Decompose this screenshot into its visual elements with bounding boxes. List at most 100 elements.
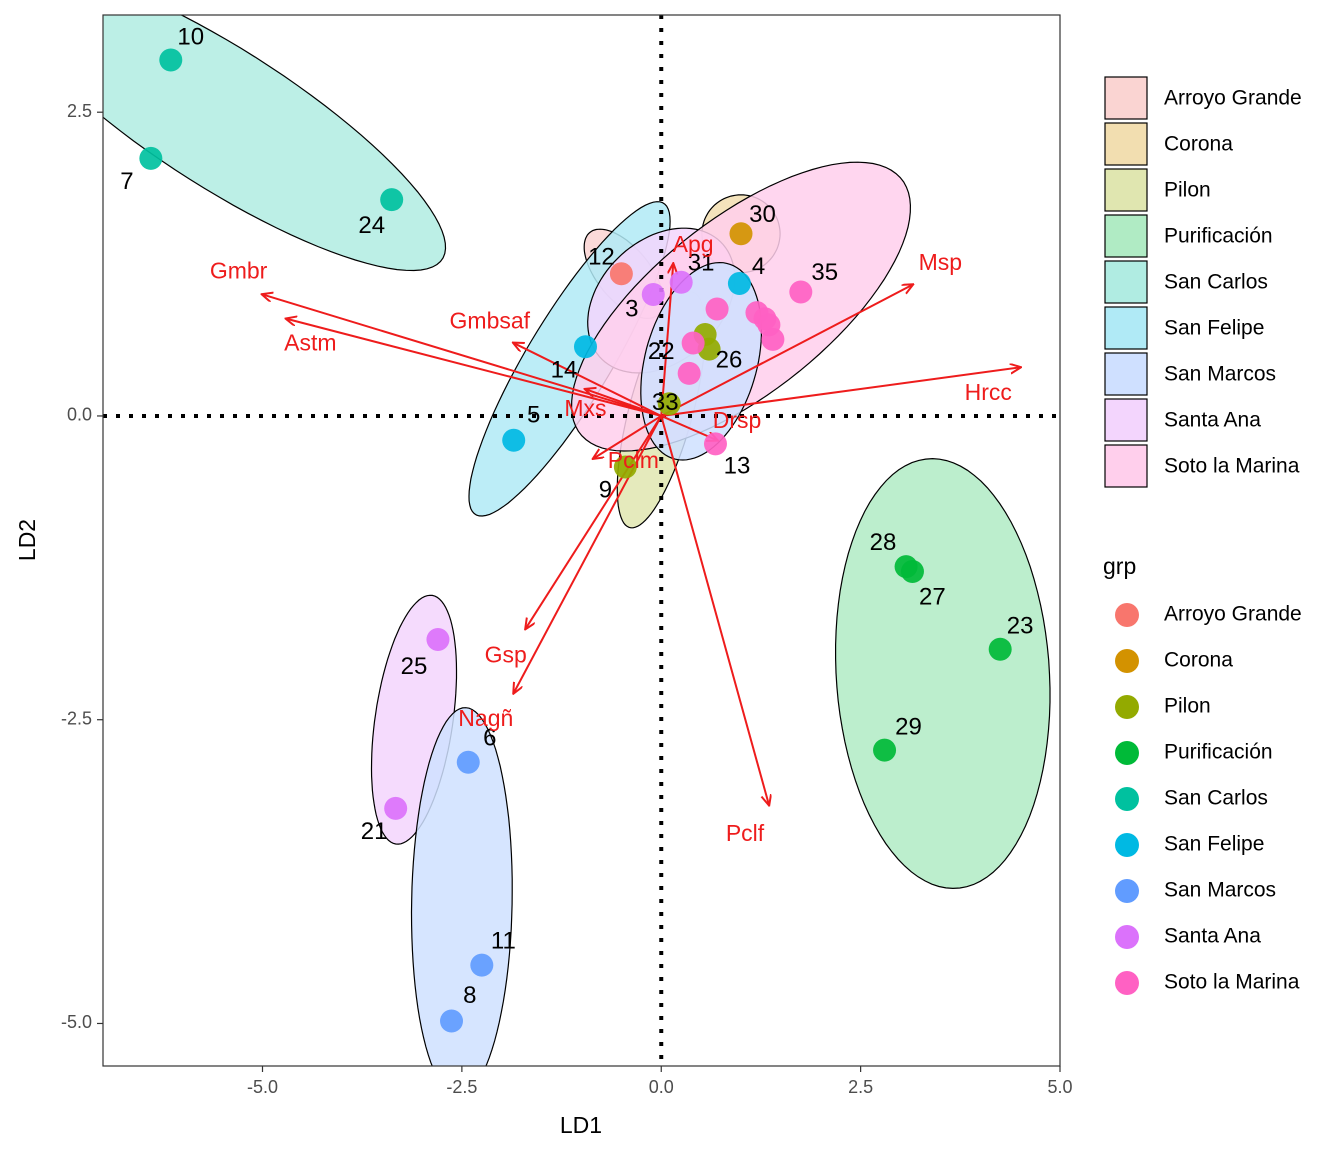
vector-label-hrcc: Hrcc xyxy=(965,379,1012,405)
point-label-11: 11 xyxy=(491,927,516,954)
zero-lines xyxy=(103,15,1060,1066)
fill-legend-label-corona: Corona xyxy=(1164,133,1233,156)
color-legend-title: grp xyxy=(1103,553,1136,579)
point-label-3: 3 xyxy=(625,296,638,323)
color-legend-label-san-carlos: San Carlos xyxy=(1164,787,1268,810)
vector-apg xyxy=(660,264,673,417)
color-legend-key-pilon xyxy=(1115,695,1139,719)
ellipse-san-carlos-0 xyxy=(103,15,447,272)
y-tick-label: 2.5 xyxy=(67,101,92,121)
point-label-28: 28 xyxy=(870,529,897,556)
point-label-7: 7 xyxy=(120,168,133,195)
color-legend-label-san-felipe: San Felipe xyxy=(1164,833,1264,856)
fill-legend-label-santa-ana: Santa Ana xyxy=(1164,409,1261,432)
color-legend-label-pilon: Pilon xyxy=(1164,695,1211,718)
point-unlabeled-19 xyxy=(757,313,781,337)
point-9 xyxy=(613,455,637,479)
point-label-26: 26 xyxy=(716,347,743,374)
fill-legend-key-pilon xyxy=(1104,168,1148,212)
vector-label-mxs: Mxs xyxy=(564,395,606,421)
point-4 xyxy=(727,272,751,296)
vector-label-nagn: Nagñ xyxy=(458,705,513,731)
point-31 xyxy=(669,270,693,294)
y-tick-label: -2.5 xyxy=(61,708,92,728)
vector-label-gmbr: Gmbr xyxy=(210,258,268,284)
ellipse-purificacion-7 xyxy=(834,457,1051,890)
point-14 xyxy=(573,335,597,359)
point-8 xyxy=(440,1009,464,1033)
vector-gmbsaf xyxy=(514,343,662,417)
point-label-27: 27 xyxy=(919,584,946,611)
point-label-25: 25 xyxy=(401,653,428,680)
color-legend: grp Arroyo Grande Corona Pilon Purificación S… xyxy=(1103,553,1302,995)
fill-legend-key-san-felipe xyxy=(1104,306,1148,350)
point-12 xyxy=(609,262,633,286)
point-label-22: 22 xyxy=(648,338,675,365)
point-13 xyxy=(703,432,727,456)
fill-legend: Arroyo Grande Corona Pilon Purificación San … xyxy=(1104,76,1302,488)
fill-legend-label-san-carlos: San Carlos xyxy=(1164,271,1268,294)
point-label-14: 14 xyxy=(551,356,578,383)
x-tick-label: 0.0 xyxy=(649,1077,674,1097)
color-legend-key-arroyo-grande xyxy=(1115,603,1139,627)
point-label-13: 13 xyxy=(724,452,751,479)
vector-mxs xyxy=(585,389,662,417)
point-label-10: 10 xyxy=(177,23,204,50)
point-label-33: 33 xyxy=(652,389,679,416)
point-label-29: 29 xyxy=(895,714,922,741)
point-label-24: 24 xyxy=(358,212,385,239)
vector-msp xyxy=(660,285,912,417)
points-layer xyxy=(139,48,1012,1033)
point-3 xyxy=(641,282,665,306)
point-27 xyxy=(900,559,924,583)
color-legend-label-arroyo-grande: Arroyo Grande xyxy=(1164,603,1302,626)
panel-border xyxy=(102,14,1061,1067)
vector-label-gsp: Gsp xyxy=(485,642,527,668)
vector-label-astm: Astm xyxy=(284,329,336,355)
point-label-6: 6 xyxy=(483,725,496,752)
point-label-4: 4 xyxy=(752,253,765,280)
fill-legend-label-purificacion: Purificación xyxy=(1164,225,1273,248)
fill-legend-key-san-marcos xyxy=(1104,352,1148,396)
point-unlabeled-21 xyxy=(677,361,701,385)
point-unlabeled-20 xyxy=(705,297,729,321)
x-axis: -5.0 -2.5 0.0 2.5 5.0 xyxy=(247,1066,1073,1097)
point-35 xyxy=(789,280,813,304)
point-label-12: 12 xyxy=(588,243,615,270)
color-legend-key-san-felipe xyxy=(1115,833,1139,857)
point-25 xyxy=(426,628,450,652)
y-tick-label: 0.0 xyxy=(67,405,92,425)
vector-label-pclm: Pclm xyxy=(608,447,659,473)
point-7 xyxy=(139,146,163,170)
color-legend-label-purificacion: Purificación xyxy=(1164,741,1273,764)
fill-legend-key-soto-la-marina xyxy=(1104,444,1148,488)
point-33 xyxy=(657,392,681,416)
point-label-30: 30 xyxy=(749,201,776,228)
fill-legend-key-corona xyxy=(1104,122,1148,166)
ellipse-san-marcos-6 xyxy=(410,707,513,1066)
color-legend-key-santa-ana xyxy=(1115,925,1139,949)
point-24 xyxy=(380,188,404,212)
vector-labels-layer: Gmbr Astm Gmbsaf Mxs Apg Msp Hrcc Drsp Pclm Gsp Na… xyxy=(210,231,1012,846)
x-tick-label: -2.5 xyxy=(446,1077,477,1097)
point-5 xyxy=(502,428,526,452)
fill-legend-key-santa-ana xyxy=(1104,398,1148,442)
color-legend-key-san-carlos xyxy=(1115,787,1139,811)
point-label-21: 21 xyxy=(361,818,388,845)
point-label-9: 9 xyxy=(599,477,612,504)
color-legend-label-soto-la-marina: Soto la Marina xyxy=(1164,971,1300,994)
fill-legend-label-san-felipe: San Felipe xyxy=(1164,317,1264,340)
fill-legend-label-arroyo-grande: Arroyo Grande xyxy=(1164,87,1302,110)
vector-gsp xyxy=(526,415,663,629)
vector-label-pclf: Pclf xyxy=(726,820,765,846)
point-11 xyxy=(470,953,494,977)
vector-pclm xyxy=(593,415,662,459)
fill-legend-key-arroyo-grande xyxy=(1104,76,1148,120)
y-axis: -5.0 -2.5 0.0 2.5 xyxy=(61,101,103,1032)
fill-legend-key-purificacion xyxy=(1104,214,1148,258)
x-tick-label: 2.5 xyxy=(848,1077,873,1097)
point-unlabeled-22 xyxy=(681,331,705,355)
vector-label-gmbsaf: Gmbsaf xyxy=(450,307,531,333)
fill-legend-label-san-marcos: San Marcos xyxy=(1164,363,1276,386)
